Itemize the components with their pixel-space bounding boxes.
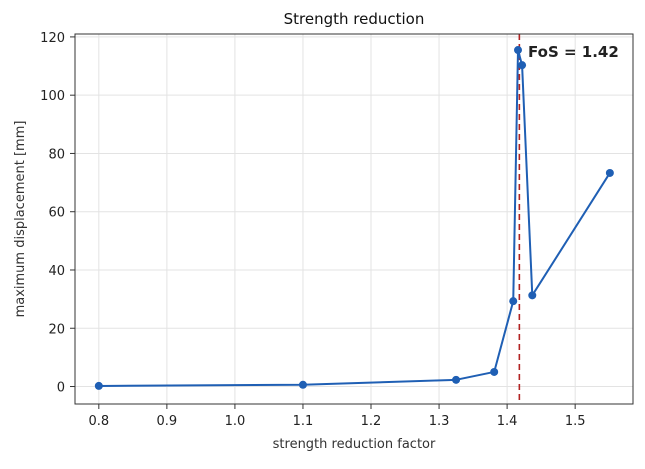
y-tick-label: 120 <box>40 31 65 46</box>
data-point <box>513 46 522 55</box>
y-tick-label: 80 <box>48 147 65 162</box>
data-point <box>509 297 518 306</box>
x-tick-label: 1.0 <box>225 414 246 429</box>
data-point <box>528 291 537 300</box>
x-axis-label: strength reduction factor <box>273 437 436 452</box>
data-point <box>490 367 499 376</box>
x-tick-label: 1.3 <box>429 414 450 429</box>
y-tick-label: 40 <box>48 264 65 279</box>
data-point <box>298 380 307 389</box>
plot-frame <box>74 33 634 405</box>
data-point <box>452 375 461 384</box>
data-point <box>605 168 614 177</box>
grid <box>75 34 633 404</box>
data-point <box>94 381 103 390</box>
y-tick-label: 60 <box>48 206 65 221</box>
x-tick-label: 1.2 <box>361 414 382 429</box>
data-point <box>518 61 527 70</box>
series-line <box>98 49 611 387</box>
y-tick-label: 20 <box>48 322 65 337</box>
x-tick-label: 0.8 <box>88 414 109 429</box>
x-tick-label: 1.5 <box>565 414 586 429</box>
fos-annotation: FoS = 1.42 <box>528 43 619 61</box>
y-tick-label: 100 <box>40 89 65 104</box>
y-tick-label: 0 <box>57 381 65 396</box>
x-tick-label: 1.4 <box>497 414 518 429</box>
series-layer <box>94 46 614 390</box>
axes: 0.8 0.9 1.0 1.1 1.2 1.3 1.4 1.5 0 20 40 60 80 100 120 <box>40 31 585 429</box>
chart-title: Strength reduction <box>284 10 425 28</box>
x-tick-label: 1.1 <box>293 414 314 429</box>
y-axis-label: maximum displacement [mm] <box>13 121 28 318</box>
x-tick-label: 0.9 <box>157 414 178 429</box>
